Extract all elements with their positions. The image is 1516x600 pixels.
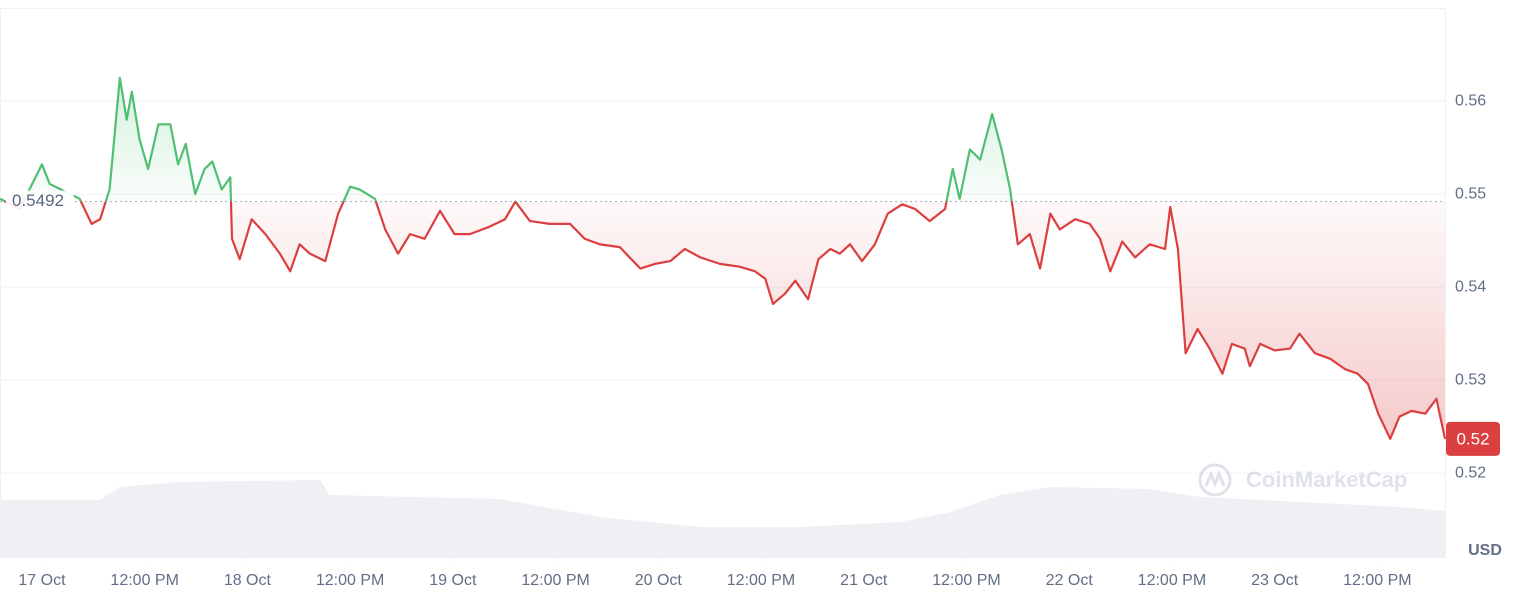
plot-frame (0, 8, 1446, 558)
watermark: CoinMarketCap (1198, 463, 1407, 497)
y-tick-label: 0.52 (1455, 464, 1486, 481)
y-tick-label: 0.54 (1455, 278, 1486, 295)
x-tick-label: 12:00 PM (727, 572, 795, 589)
x-tick-label: 17 Oct (18, 572, 66, 589)
x-tick-label: 22 Oct (1046, 572, 1094, 589)
unit-label: USD (1468, 542, 1502, 559)
x-tick-label: 12:00 PM (316, 572, 384, 589)
x-tick-label: 12:00 PM (932, 572, 1000, 589)
volume-area (0, 480, 1445, 557)
current-price-label: 0.52 (1456, 429, 1489, 448)
x-tick-label: 12:00 PM (1138, 572, 1206, 589)
x-tick-label: 20 Oct (635, 572, 683, 589)
price-area (0, 77, 1445, 439)
watermark-text: CoinMarketCap (1246, 467, 1407, 492)
x-tick-label: 19 Oct (429, 572, 477, 589)
baseline-label: 0.5492 (12, 191, 64, 210)
current-price-badge (1446, 421, 1500, 456)
x-tick-label: 21 Oct (840, 572, 888, 589)
price-line (0, 76, 1447, 440)
y-tick-label: 0.56 (1455, 92, 1486, 109)
x-tick-label: 18 Oct (224, 572, 272, 589)
x-tick-label: 12:00 PM (1343, 572, 1411, 589)
baseline-label-bg (6, 190, 74, 213)
y-tick-label: 0.53 (1455, 371, 1486, 388)
y-tick-label: 0.55 (1455, 185, 1486, 202)
x-tick-label: 23 Oct (1251, 572, 1299, 589)
x-tick-label: 12:00 PM (110, 572, 178, 589)
x-tick-label: 12:00 PM (521, 572, 589, 589)
